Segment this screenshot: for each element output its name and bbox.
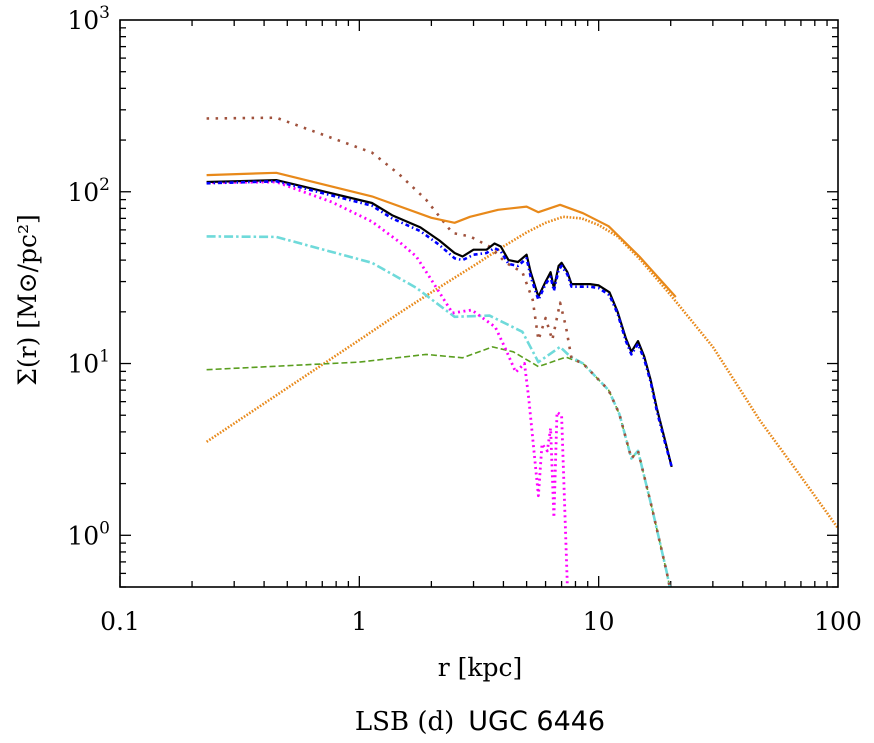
x-tick-label: 0.1	[100, 607, 140, 636]
series-line-0	[205, 215, 838, 529]
caption-galaxy: UGC 6446	[468, 706, 605, 737]
plot-frame	[119, 19, 839, 588]
y-tick-label: 102	[67, 175, 110, 207]
y-tick-exponent: 0	[99, 518, 110, 538]
caption: LSB (d) UGC 6446	[355, 706, 605, 737]
x-tick-label: 1	[351, 607, 367, 636]
y-tick-exponent: 2	[99, 175, 110, 195]
series-line-6	[206, 179, 673, 468]
caption-sample: LSB (d)	[355, 707, 454, 737]
series-line-4	[206, 180, 569, 587]
series-line-5	[206, 171, 677, 298]
series-line-1	[206, 346, 671, 587]
y-tick-exponent: 3	[99, 3, 110, 23]
y-tick-exponent: 1	[99, 347, 110, 367]
x-tick-label: 100	[814, 607, 862, 636]
x-axis-label: r [kpc]	[438, 653, 523, 682]
series-line-7	[206, 180, 673, 468]
series-line-3	[206, 116, 671, 587]
x-tick-label: 10	[583, 607, 615, 636]
y-tick-label: 100	[67, 518, 110, 550]
plot-curves	[205, 116, 838, 587]
series-line-2	[206, 235, 671, 587]
axis-ticks	[119, 20, 838, 588]
y-tick-label: 103	[67, 3, 110, 35]
y-tick-label: 101	[67, 347, 110, 379]
y-axis-label: Σ(r) [M⊙/pc²]	[13, 214, 42, 386]
